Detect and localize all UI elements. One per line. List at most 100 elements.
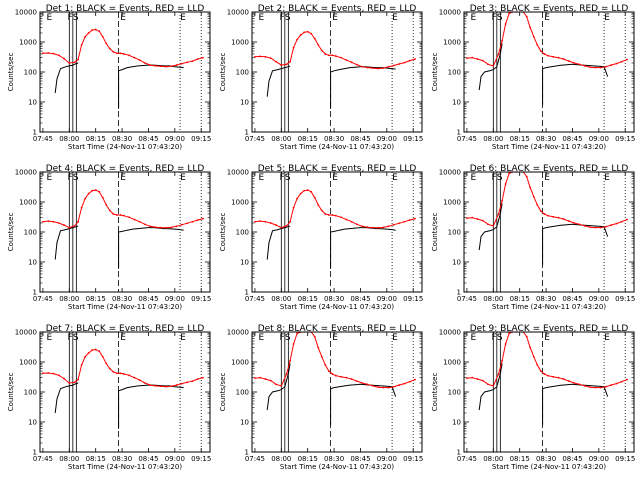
x-tick-label: 08:30	[112, 455, 132, 463]
x-tick-label: 08:30	[536, 455, 556, 463]
lld-point	[568, 380, 570, 383]
lld-point	[80, 44, 83, 46]
lld-point	[317, 44, 320, 46]
panel-det-3: 07:45 08:00 08:15 08:30 08:45 09:00 09:15 1 10 10…	[431, 4, 635, 151]
x-tick-label: 08:15	[298, 135, 318, 143]
x-tick-label: 08:00	[59, 455, 79, 463]
y-tick-label: 1000	[231, 199, 249, 207]
x-tick-label: 07:45	[33, 135, 53, 143]
lld-point	[80, 206, 83, 209]
event-marker-label: F	[68, 173, 73, 183]
x-tick-label: 08:30	[112, 295, 132, 303]
lld-point	[604, 385, 607, 388]
plot-frame	[39, 11, 211, 133]
y-tick-label: 1000	[19, 199, 37, 207]
lld-point	[196, 219, 199, 221]
plot-frame	[251, 171, 423, 293]
lld-point	[299, 192, 302, 195]
x-tick-label: 08:45	[350, 135, 370, 143]
lld-point	[578, 63, 581, 66]
lld-point	[568, 60, 570, 63]
x-tick-label: 09:00	[165, 455, 185, 463]
lld-point	[264, 220, 267, 223]
event-marker-label: F	[280, 333, 285, 343]
lld-point	[275, 60, 277, 63]
lld-point	[175, 384, 178, 386]
lld-point	[350, 61, 353, 64]
lld-point	[91, 349, 94, 351]
series-group	[42, 189, 204, 269]
event-marker-label: E	[258, 13, 264, 23]
x-tick-label: 08:00	[59, 295, 79, 303]
lld-point	[68, 226, 71, 229]
lld-point	[481, 219, 484, 222]
y-tick-label: 10	[240, 99, 249, 107]
x-tick-label: 08:00	[483, 135, 503, 143]
lld-point	[159, 65, 162, 68]
lld-point	[296, 38, 299, 41]
lld-point	[324, 364, 327, 366]
lld-point	[371, 67, 374, 69]
x-tick-label: 08:00	[271, 135, 291, 143]
lld-point	[269, 222, 272, 224]
lld-point	[165, 226, 167, 229]
lld-point	[57, 54, 60, 57]
lld-point	[610, 64, 613, 66]
reference-lines	[280, 12, 414, 132]
x-axis-label: Start Time (24-Nov-11 07:43:20)	[68, 463, 182, 471]
reference-lines	[492, 332, 626, 452]
x-tick-label: 08:15	[86, 135, 106, 143]
lld-point	[84, 355, 87, 358]
x-tick-label: 09:15	[191, 295, 211, 303]
event-marker-label: E	[332, 13, 338, 23]
lld-point	[306, 189, 309, 191]
lld-point	[285, 373, 288, 375]
lld-point	[504, 23, 507, 25]
x-tick-label: 07:45	[33, 455, 53, 463]
y-tick-label: 1000	[443, 39, 461, 47]
panel-title: Det 5: BLACK = Events, RED = LLD	[258, 164, 417, 174]
lld-point	[340, 56, 343, 59]
lld-point	[387, 65, 390, 68]
lld-point	[292, 343, 295, 345]
x-tick-label: 08:15	[510, 135, 530, 143]
y-tick-label: 100	[236, 229, 249, 237]
series-events	[478, 203, 609, 265]
x-tick-label: 09:00	[377, 135, 397, 143]
series-events	[266, 225, 396, 269]
lld-point	[557, 376, 560, 379]
lld-point	[101, 35, 104, 38]
lld-point	[492, 224, 495, 227]
x-tick-label: 09:00	[589, 295, 609, 303]
y-tick-label: 1	[33, 289, 37, 297]
reference-lines	[492, 12, 626, 132]
lld-point	[317, 204, 320, 206]
lld-point	[414, 217, 416, 220]
lld-point	[504, 183, 507, 185]
lld-point	[471, 56, 474, 59]
panel-det-2: 07:45 08:00 08:15 08:30 08:45 09:00 09:15 1 10 10…	[219, 4, 423, 151]
lld-point	[377, 386, 379, 389]
lld-point	[73, 224, 76, 227]
reference-lines	[280, 172, 414, 292]
series-events	[266, 65, 396, 109]
lld-point	[345, 376, 348, 379]
panel-title: Det 4: BLACK = Events, RED = LLD	[46, 164, 205, 174]
x-axis-label: Start Time (24-Nov-11 07:43:20)	[68, 303, 182, 311]
x-tick-label: 08:30	[112, 135, 132, 143]
lld-point	[583, 64, 586, 67]
lld-point	[610, 224, 613, 226]
lld-point	[334, 374, 337, 377]
lld-point	[497, 213, 500, 215]
lld-point	[202, 217, 204, 220]
lld-point	[63, 377, 65, 380]
lld-point	[497, 53, 500, 55]
x-tick-label: 09:00	[377, 295, 397, 303]
lld-point	[525, 15, 528, 18]
x-tick-label: 09:15	[403, 295, 423, 303]
y-tick-label: 10000	[227, 169, 249, 177]
lld-point	[317, 346, 320, 349]
lld-point	[557, 56, 560, 59]
event-marker-label: E	[180, 13, 186, 23]
